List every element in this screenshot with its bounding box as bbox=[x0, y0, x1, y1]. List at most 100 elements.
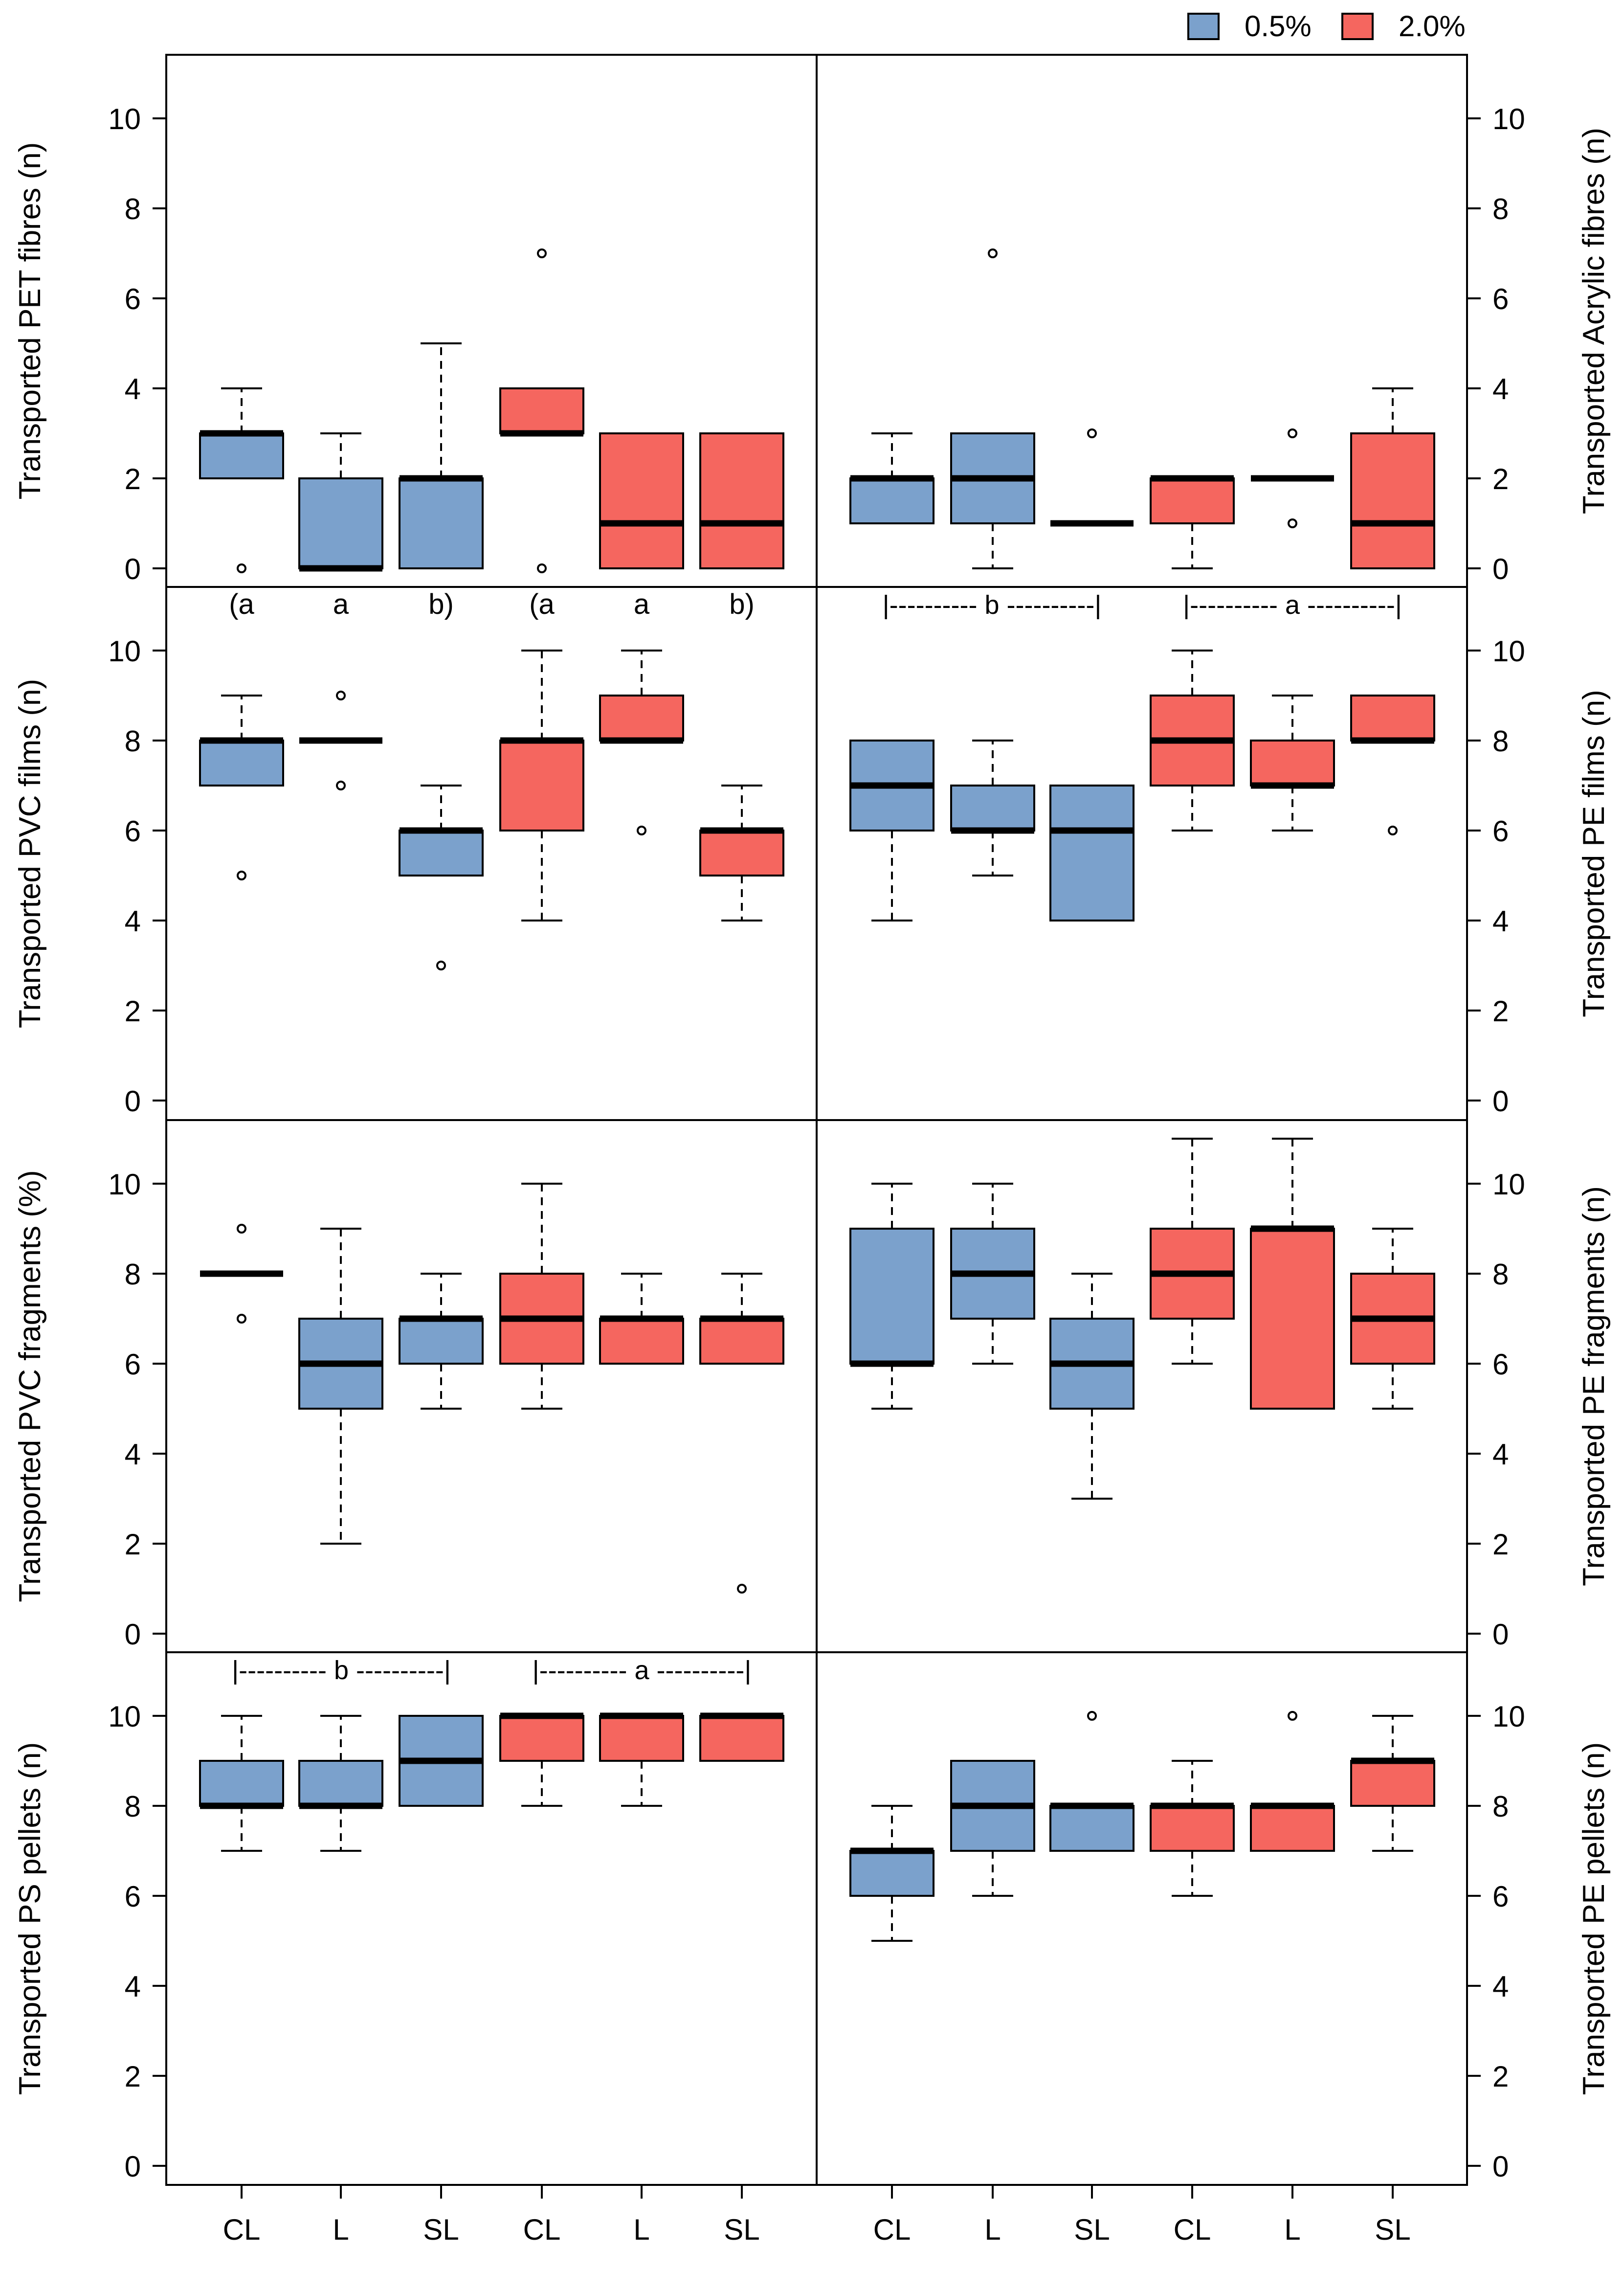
y-tick-label-right: 6 bbox=[1492, 815, 1509, 848]
box-iqr bbox=[1350, 1760, 1435, 1807]
box-l-20 bbox=[1250, 1711, 1335, 1852]
box-iqr bbox=[1150, 1805, 1235, 1852]
outlier-point bbox=[1288, 428, 1297, 438]
y-tick-label-right: 10 bbox=[1492, 103, 1525, 135]
y-tick-label-left: 4 bbox=[125, 1970, 141, 2003]
y-tick-label-left: 0 bbox=[125, 1085, 141, 1118]
box-cl-05 bbox=[849, 1805, 934, 1942]
box-sl-05 bbox=[399, 342, 484, 569]
y-tick-label-left: 2 bbox=[125, 995, 141, 1028]
x-tick-label: L bbox=[984, 2213, 1001, 2246]
box-iqr bbox=[599, 1318, 684, 1365]
box-iqr bbox=[199, 1760, 284, 1807]
box-l-20 bbox=[599, 1712, 684, 1807]
significance-letter: (a bbox=[529, 588, 555, 620]
y-tick-label-left: 0 bbox=[125, 1618, 141, 1651]
x-tick-label: SL bbox=[1375, 2213, 1410, 2246]
outlier-point bbox=[436, 961, 446, 970]
y-tick-label-right: 2 bbox=[1492, 995, 1509, 1028]
box-iqr bbox=[399, 477, 484, 569]
y-tick-label-right: 10 bbox=[1492, 1168, 1525, 1201]
y-tick-label-right: 6 bbox=[1492, 283, 1509, 315]
x-tick-label: L bbox=[1284, 2213, 1300, 2246]
box-iqr bbox=[1250, 1228, 1335, 1410]
outlier-point bbox=[1087, 1711, 1097, 1721]
box-iqr bbox=[699, 432, 784, 569]
box-cl-20 bbox=[499, 650, 584, 921]
x-tick-label: SL bbox=[724, 2213, 759, 2246]
y-tick-label-left: 10 bbox=[108, 103, 141, 135]
y-tick-label-right: 8 bbox=[1492, 1790, 1509, 1823]
panel-pvcfilms: Transported PVC films (n) bbox=[13, 650, 784, 1028]
box-iqr bbox=[1250, 1805, 1335, 1852]
y-tick-label-left: 8 bbox=[125, 193, 141, 225]
box-iqr bbox=[499, 387, 584, 434]
box-sl-20 bbox=[1350, 387, 1435, 569]
y-tick-label-right: 0 bbox=[1492, 1618, 1509, 1651]
box-cl-20 bbox=[1150, 650, 1235, 832]
legend: 0.5% 2.0% bbox=[1187, 10, 1466, 43]
box-cl-20 bbox=[1150, 1760, 1235, 1897]
box-iqr bbox=[849, 1850, 934, 1897]
x-tick-label: CL bbox=[1174, 2213, 1211, 2246]
y-tick-label-right: 8 bbox=[1492, 193, 1509, 225]
box-iqr bbox=[699, 830, 784, 877]
y-tick-label-right: 0 bbox=[1492, 2150, 1509, 2183]
legend-label: 2.0% bbox=[1399, 10, 1466, 43]
y-tick-label-right: 8 bbox=[1492, 1258, 1509, 1291]
box-iqr bbox=[499, 1715, 584, 1762]
legend-swatch bbox=[1187, 13, 1220, 40]
outlier-point bbox=[336, 691, 346, 700]
box-cl-05 bbox=[199, 1715, 284, 1852]
y-tick-label-left: 8 bbox=[125, 725, 141, 758]
y-tick-label-right: 4 bbox=[1492, 905, 1509, 938]
box-iqr bbox=[199, 432, 284, 479]
box-l-05 bbox=[950, 1183, 1035, 1365]
y-axis-title: Transported PE fragments (n) bbox=[1577, 1186, 1611, 1586]
outlier-point bbox=[237, 871, 246, 880]
outlier-point bbox=[737, 1584, 747, 1594]
panel-pefrag: Transported PE fragments (n) bbox=[849, 1138, 1611, 1586]
panel-acrylic: Transported Acrylic fibres (n) |---------… bbox=[849, 128, 1611, 620]
y-tick-label-right: 0 bbox=[1492, 1085, 1509, 1118]
y-tick-label-right: 2 bbox=[1492, 463, 1509, 495]
box-iqr bbox=[849, 477, 934, 524]
panel-pvcfrag: Transported PVC fragments (%) bbox=[13, 1170, 784, 1602]
outlier-point bbox=[1288, 1711, 1297, 1721]
box-l-05 bbox=[950, 1760, 1035, 1897]
panel-pspellets: Transported PS pellets (n) |---------- b … bbox=[13, 1656, 784, 2095]
box-sl-20 bbox=[699, 785, 784, 921]
box-cl-20 bbox=[499, 248, 584, 573]
box-sl-20 bbox=[699, 1712, 784, 1762]
panel-pefilms: Transported PE films (n) bbox=[849, 650, 1611, 1017]
y-tick-label-left: 6 bbox=[125, 283, 141, 315]
box-cl-20 bbox=[1150, 475, 1235, 569]
y-tick-label-left: 6 bbox=[125, 815, 141, 848]
box-sl-05 bbox=[1049, 785, 1135, 921]
outlier-point bbox=[237, 563, 246, 573]
significance-letter: a bbox=[333, 588, 349, 620]
box-iqr bbox=[399, 830, 484, 877]
box-l-20 bbox=[1250, 695, 1335, 832]
significance-letter: a bbox=[634, 588, 650, 620]
box-iqr bbox=[849, 1228, 934, 1365]
box-sl-20 bbox=[1350, 1228, 1435, 1410]
significance-letter: b) bbox=[428, 588, 454, 620]
x-tick-label: SL bbox=[423, 2213, 459, 2246]
outlier-point bbox=[537, 248, 547, 258]
y-tick-label-left: 6 bbox=[125, 1348, 141, 1381]
box-sl-05 bbox=[1049, 1273, 1135, 1500]
significance-bracket: |---------- b ----------| bbox=[883, 590, 1102, 620]
y-axis-title: Transported PS pellets (n) bbox=[13, 1742, 47, 2095]
box-cl-20 bbox=[499, 1183, 584, 1410]
box-l-05 bbox=[298, 432, 383, 572]
axes: 0 0 2 2 4 4 6 6 8 8 10 10 0 0 2 2 4 4 6 6 8 8 10 10 0 0 2 2 4 4 6 6 8 8 10… bbox=[108, 54, 1525, 2246]
box-cl-20 bbox=[499, 1712, 584, 1807]
y-tick-label-right: 0 bbox=[1492, 553, 1509, 585]
box-cl-05 bbox=[200, 1224, 283, 1324]
box-sl-20 bbox=[1350, 695, 1435, 835]
box-iqr bbox=[599, 695, 684, 742]
y-tick-label-right: 4 bbox=[1492, 373, 1509, 405]
y-tick-label-right: 2 bbox=[1492, 1528, 1509, 1561]
outlier-point bbox=[237, 1314, 246, 1324]
